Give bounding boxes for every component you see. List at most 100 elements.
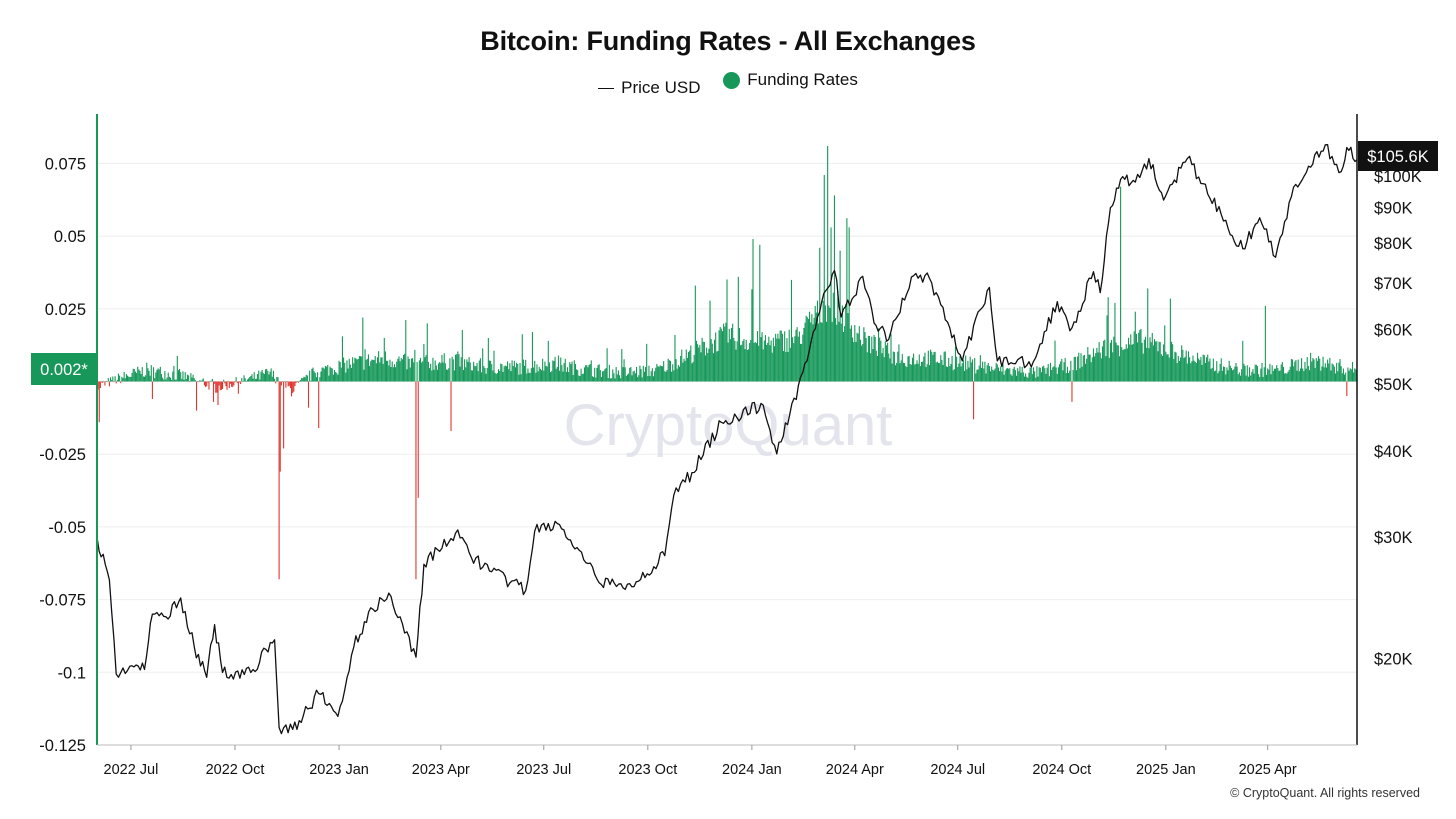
funding-bar — [1021, 366, 1023, 382]
funding-bar — [218, 381, 220, 386]
funding-bar — [201, 379, 203, 382]
funding-bar — [919, 366, 921, 382]
funding-bar — [641, 377, 643, 382]
funding-bar — [942, 364, 944, 382]
funding-bar — [1157, 351, 1159, 382]
funding-bar — [672, 364, 674, 382]
legend-item-price[interactable]: Price USD — [598, 78, 701, 98]
funding-bar — [632, 371, 634, 382]
funding-bar — [762, 349, 764, 382]
funding-bar — [1088, 354, 1090, 382]
funding-bar — [1341, 373, 1343, 382]
funding-bar — [303, 376, 305, 382]
funding-bar — [502, 372, 504, 382]
funding-bar — [405, 320, 407, 382]
funding-bar — [1296, 370, 1298, 382]
funding-bar — [202, 378, 204, 382]
funding-bar — [1323, 367, 1325, 382]
funding-bar — [803, 328, 805, 382]
funding-bar — [680, 355, 682, 382]
funding-bar — [824, 305, 826, 382]
funding-bar — [1237, 374, 1239, 382]
legend-item-funding[interactable]: Funding Rates — [723, 70, 858, 90]
funding-bar — [136, 372, 138, 382]
funding-bar — [684, 360, 686, 382]
funding-bar — [324, 366, 327, 382]
funding-bar — [370, 361, 372, 382]
funding-bar — [863, 327, 865, 382]
funding-bar — [940, 355, 942, 382]
funding-bar — [315, 377, 317, 382]
funding-bar — [956, 356, 958, 382]
funding-bar — [469, 362, 471, 382]
funding-bar — [210, 380, 212, 382]
funding-bar — [457, 351, 459, 382]
funding-bar — [1159, 342, 1161, 382]
funding-bar — [1243, 363, 1245, 382]
funding-bar — [1172, 344, 1174, 382]
funding-bar — [908, 355, 910, 382]
funding-bar — [1112, 352, 1114, 382]
funding-bar — [246, 379, 248, 382]
funding-bar — [1040, 372, 1042, 382]
funding-bar — [1014, 370, 1016, 382]
funding-bar — [416, 362, 418, 382]
funding-bar — [249, 377, 251, 382]
funding-bar — [147, 368, 149, 382]
funding-bar — [1169, 298, 1171, 382]
funding-bar — [224, 381, 226, 384]
funding-bar — [874, 336, 876, 382]
funding-bar — [587, 367, 589, 382]
funding-bar — [388, 365, 390, 382]
funding-bar — [710, 339, 712, 382]
funding-bar — [733, 337, 735, 382]
funding-bar — [236, 381, 238, 384]
price-line — [96, 144, 1358, 735]
funding-bar — [795, 329, 797, 382]
funding-bar — [704, 355, 707, 382]
funding-bar — [818, 323, 820, 382]
funding-bar — [1239, 375, 1242, 382]
funding-bar — [987, 362, 989, 382]
funding-bar — [716, 351, 718, 382]
funding-bar — [110, 377, 112, 382]
funding-bar — [819, 247, 821, 382]
funding-bar — [414, 349, 416, 382]
funding-bar — [701, 337, 703, 382]
funding-bar — [737, 276, 739, 382]
funding-bar — [1004, 370, 1006, 382]
funding-bar — [499, 370, 501, 382]
funding-bar — [756, 331, 759, 382]
funding-bar — [858, 326, 860, 382]
funding-bar — [530, 368, 532, 382]
funding-bar — [974, 357, 976, 382]
funding-bar — [1057, 367, 1059, 382]
funding-bar — [184, 372, 186, 382]
funding-bar — [922, 361, 924, 382]
funding-bar — [298, 380, 301, 382]
funding-bar — [343, 357, 345, 382]
funding-bar — [1344, 374, 1346, 382]
funding-bar — [1164, 325, 1166, 382]
funding-bar — [1244, 365, 1246, 382]
funding-bar — [228, 381, 230, 389]
funding-bar — [263, 374, 265, 382]
funding-bar — [181, 378, 183, 382]
funding-bar — [1353, 372, 1355, 382]
funding-bar — [873, 335, 875, 382]
funding-bar — [677, 365, 679, 382]
funding-bar — [455, 354, 457, 382]
funding-bar — [287, 381, 289, 387]
funding-bar — [321, 367, 323, 382]
funding-bar — [372, 359, 374, 382]
funding-bar — [1304, 361, 1306, 382]
funding-bar — [775, 333, 777, 382]
funding-bar — [622, 367, 624, 382]
funding-bar — [905, 365, 907, 382]
funding-bar — [1156, 341, 1158, 382]
funding-bar — [209, 381, 211, 382]
funding-bar — [1255, 364, 1257, 382]
funding-bar — [1016, 375, 1018, 382]
funding-bar — [179, 369, 181, 382]
funding-bar — [1027, 377, 1029, 382]
